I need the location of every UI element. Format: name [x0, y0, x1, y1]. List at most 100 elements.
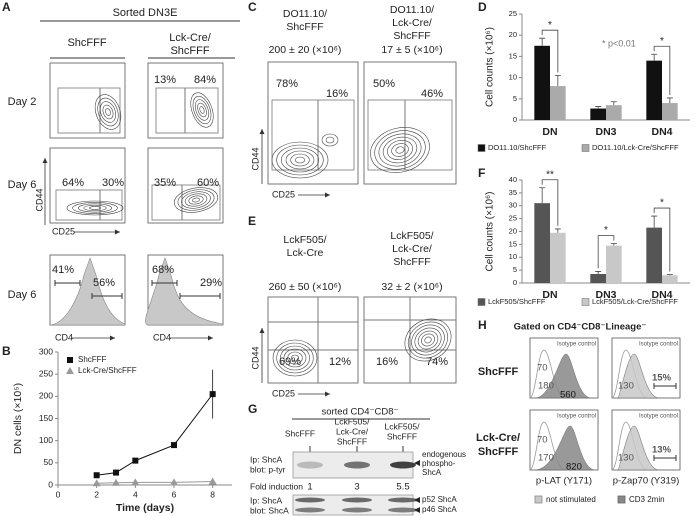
panel-label: H — [478, 318, 487, 332]
gate-percent: 64% — [62, 177, 84, 189]
contour — [281, 147, 319, 173]
contour — [94, 94, 122, 130]
error-bar — [610, 101, 617, 106]
isotype-label: Isotype control — [557, 414, 596, 420]
contour — [83, 204, 107, 212]
column-header: ShcFFF — [67, 37, 106, 49]
bar — [606, 245, 622, 283]
marker — [131, 478, 140, 486]
blot-label: blot: p-tyr — [250, 464, 286, 474]
contour — [321, 133, 339, 147]
axis-label: CD44 — [250, 147, 260, 170]
blot-band — [390, 461, 416, 469]
lane-label: LckF505/ — [335, 416, 371, 426]
panel-label: G — [248, 402, 257, 416]
axis-label: CD25 — [52, 226, 75, 236]
contour — [199, 106, 205, 114]
flow-plot — [49, 62, 126, 139]
legend-label: not stimulated — [546, 495, 596, 504]
error-bar — [595, 106, 602, 109]
x-tick-label: 6 — [172, 489, 177, 499]
x-tick-label: DN4 — [651, 126, 672, 138]
arrow-head — [115, 229, 120, 235]
significance-label: * — [604, 225, 608, 236]
isotype-label: Isotype control — [557, 342, 596, 348]
significance-bracket — [541, 179, 559, 226]
gate-percent: 13% — [154, 74, 176, 86]
flow-plot — [49, 147, 126, 224]
contour — [283, 348, 307, 368]
legend-marker — [67, 357, 73, 363]
arrow-head — [259, 129, 265, 134]
error-bar — [539, 37, 546, 46]
y-tick-label: 0 — [513, 115, 517, 124]
contour — [271, 141, 329, 179]
error-bar — [554, 75, 561, 87]
bar — [550, 86, 566, 120]
significance-label: ** — [546, 169, 554, 180]
panel-label: D — [478, 0, 487, 14]
contour — [276, 342, 314, 374]
column-header: Lck-Cre/ — [392, 17, 432, 29]
contour — [391, 143, 409, 157]
axis-label: CD4 — [153, 332, 171, 342]
isotype-label: Isotype control — [639, 414, 678, 420]
panel-label: B — [2, 344, 11, 358]
histogram-label: 70 — [537, 435, 548, 446]
blot-label: Ip: ShcA — [250, 495, 282, 505]
fold-label: Fold induction — [250, 481, 303, 491]
significance-bracket — [597, 235, 615, 269]
gate-percent: 78% — [276, 78, 298, 90]
legend-marker — [66, 367, 74, 374]
band-label: p46 ShcA — [422, 505, 457, 514]
y-tick-label: 150 — [39, 413, 53, 423]
x-tick-label: DN — [542, 289, 557, 301]
legend-label: LckF505/ShcFFF — [488, 297, 546, 306]
fold-value: 3 — [354, 482, 359, 493]
arrow-head — [110, 335, 115, 341]
cell-count: 260 ± 50 (×10⁶) — [269, 281, 342, 293]
bar — [606, 105, 622, 120]
blot-label: Ip: ShcA — [250, 454, 282, 464]
panel-label: F — [478, 166, 485, 180]
gate-percent: 12% — [329, 356, 351, 368]
axis-label: Cell counts (×10⁶) — [485, 192, 496, 272]
arrow-head — [259, 328, 265, 333]
blot-band — [342, 497, 372, 503]
fold-value: 1 — [307, 482, 312, 493]
contour — [417, 330, 439, 350]
panel-label: E — [248, 214, 256, 228]
lane-label: ShcFFF — [337, 436, 367, 446]
gate-percent: 60% — [197, 177, 219, 189]
lane-label: Lck-Cre/ — [336, 426, 369, 436]
blot-label: blot: ShcA — [250, 505, 289, 515]
histogram — [617, 425, 659, 471]
panel-title: Gated on CD4⁻CD8⁻Lineage⁻ — [514, 322, 647, 333]
x-tick-label: DN4 — [651, 289, 672, 301]
bar — [646, 227, 662, 283]
column-header: ShcFFF — [170, 45, 209, 57]
contour — [72, 202, 118, 214]
column-header: Lck-Cre/ — [392, 243, 432, 255]
y-tick-label: 25 — [509, 9, 517, 18]
lane-label: ShcFFF — [387, 431, 417, 441]
column-header: DO11.10/ — [283, 8, 327, 20]
axis-label: CD4 — [55, 332, 73, 342]
gate-percent: 30% — [102, 177, 124, 189]
row-label: ShcFFF — [478, 446, 519, 458]
row-label: Day 6 — [8, 289, 37, 301]
axis-label: CD44 — [250, 346, 260, 369]
panel-title: sorted CD4⁻CD8⁻ — [321, 407, 398, 418]
series-line — [96, 393, 214, 476]
contour — [66, 200, 124, 216]
blot-band — [342, 507, 372, 513]
histogram — [49, 257, 126, 326]
contour — [197, 102, 207, 118]
lane-label: LckF505/ — [385, 421, 421, 431]
row-label: Lck-Cre/ — [476, 432, 520, 444]
significance-bracket — [541, 29, 559, 73]
row-label: Day 6 — [8, 179, 37, 191]
histogram-label: 180 — [538, 381, 554, 392]
contour — [285, 150, 315, 170]
significance-bracket — [653, 207, 671, 272]
